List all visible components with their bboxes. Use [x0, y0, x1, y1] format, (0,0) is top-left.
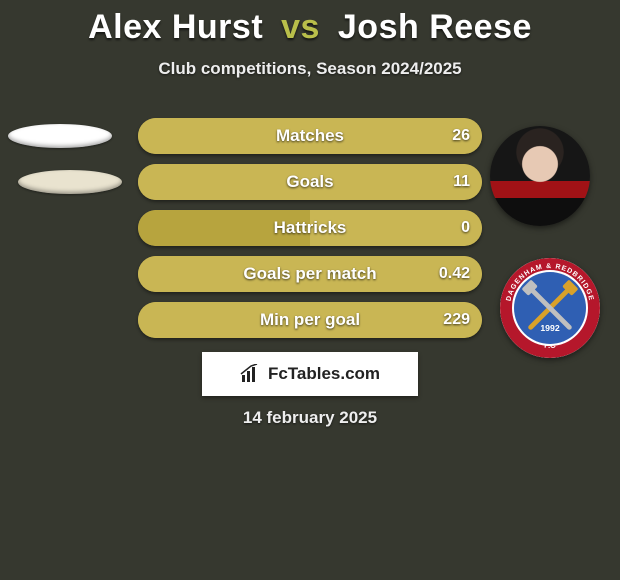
- player2-club-crest: DAGENHAM & REDBRIDGE F.C 1992: [500, 258, 600, 358]
- stat-bar: 26Matches: [138, 118, 482, 154]
- stat-value-right: 0: [461, 210, 470, 246]
- subtitle: Club competitions, Season 2024/2025: [0, 59, 620, 79]
- stat-value-right: 26: [452, 118, 470, 154]
- stat-bar: 11Goals: [138, 164, 482, 200]
- stat-value-right: 11: [453, 164, 470, 200]
- player1-marker: [8, 124, 112, 148]
- snapshot-date: 14 february 2025: [0, 408, 620, 428]
- stat-value-right: 229: [443, 302, 470, 338]
- crest-inner: 1992: [514, 272, 586, 344]
- bar-right-fill: [138, 256, 482, 292]
- stat-bar: 0Hattricks: [138, 210, 482, 246]
- stat-value-right: 0.42: [439, 256, 470, 292]
- bar-left-fill: [138, 210, 310, 246]
- comparison-title: Alex Hurst vs Josh Reese: [0, 0, 620, 47]
- watermark-box: FcTables.com: [202, 352, 418, 396]
- bar-right-fill: [310, 210, 482, 246]
- player2-name: Josh Reese: [338, 8, 532, 46]
- player2-photo: [490, 126, 590, 226]
- watermark-text: FcTables.com: [268, 364, 380, 384]
- crest-graphic: DAGENHAM & REDBRIDGE F.C 1992: [500, 258, 600, 358]
- vs-label: vs: [281, 8, 320, 46]
- bar-right-fill: [138, 164, 482, 200]
- player1-name: Alex Hurst: [88, 8, 263, 46]
- stat-bar: 229Min per goal: [138, 302, 482, 338]
- bar-right-fill: [138, 118, 482, 154]
- player1-marker: [18, 170, 122, 194]
- stat-bar: 0.42Goals per match: [138, 256, 482, 292]
- player-photo-placeholder: [490, 126, 590, 226]
- bar-right-fill: [138, 302, 482, 338]
- crest-hammers-icon: 1992: [521, 279, 579, 337]
- bar-chart-icon: [240, 364, 262, 384]
- svg-text:1992: 1992: [540, 323, 559, 333]
